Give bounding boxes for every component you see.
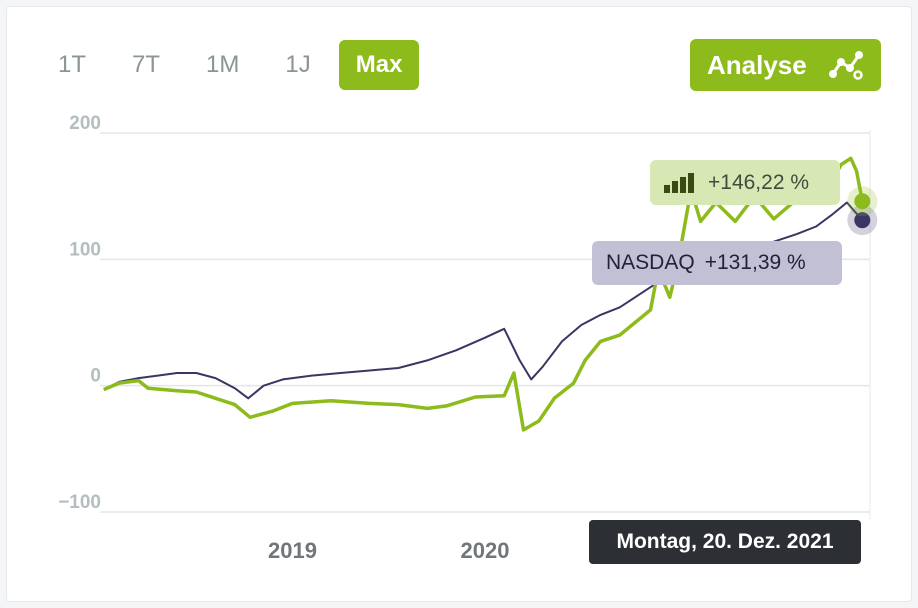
tab-max[interactable]: Max	[338, 40, 420, 90]
x-tick-label: 2019	[268, 538, 317, 563]
benchmark-series-line	[103, 201, 864, 400]
y-tick-label: 100	[69, 239, 101, 260]
y-tick-label: 200	[69, 113, 101, 134]
benchmark-name: NASDAQ	[606, 251, 695, 274]
fund-value: +146,22 %	[708, 170, 810, 194]
chart-card	[6, 6, 912, 602]
benchmark-value: +131,39 %	[704, 251, 806, 274]
chart-network-icon	[829, 50, 863, 85]
benchmark-end-marker	[854, 212, 871, 229]
y-tick-label: −100	[58, 492, 101, 513]
analyse-button-label: Analyse	[707, 49, 807, 80]
tab-1t[interactable]: 1T	[58, 51, 87, 78]
fund-series-line	[103, 156, 865, 432]
x-tick-label: 2020	[461, 538, 510, 563]
y-tick-label: 0	[90, 366, 101, 387]
fund-end-marker	[854, 193, 871, 210]
fund-value-badge: +146,22 %	[650, 160, 840, 205]
tab-7t[interactable]: 7T	[132, 51, 161, 78]
range-tabs: 1T 7T 1M 1J Max	[40, 40, 429, 90]
bar-chart-icon	[664, 172, 696, 193]
analyse-button[interactable]: Analyse	[690, 39, 881, 91]
benchmark-value-badge: NASDAQ +131,39 %	[592, 241, 842, 285]
tab-1m[interactable]: 1M	[206, 51, 240, 78]
tab-1j[interactable]: 1J	[285, 51, 311, 78]
date-tooltip: Montag, 20. Dez. 2021	[589, 520, 861, 564]
